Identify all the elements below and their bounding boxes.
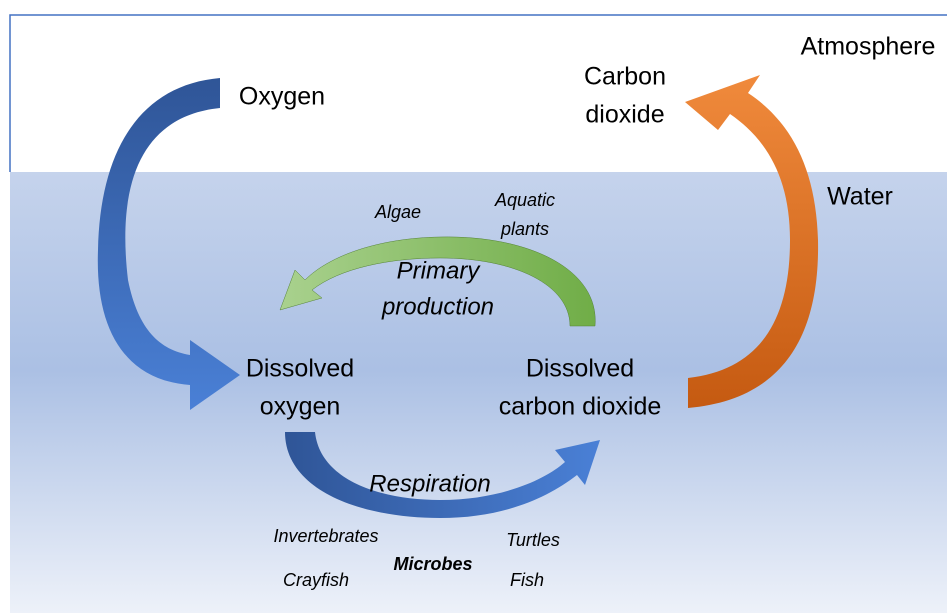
region-label: Atmosphere bbox=[801, 33, 936, 61]
co2-arrow bbox=[685, 75, 819, 408]
node-label: Carbon bbox=[584, 63, 666, 91]
node-label: carbon dioxide bbox=[499, 393, 662, 421]
process-label: Respiration bbox=[369, 470, 490, 497]
organism-label: Invertebrates bbox=[273, 526, 378, 546]
respiration-arrow bbox=[285, 432, 600, 518]
node-label: Dissolved bbox=[246, 355, 354, 383]
oxygen-arrow bbox=[97, 78, 240, 410]
atmosphere-border bbox=[9, 14, 947, 172]
node-label: Dissolved bbox=[526, 355, 634, 383]
organism-label: plants bbox=[500, 219, 549, 239]
organism-label: Microbes bbox=[393, 554, 472, 574]
node-label: oxygen bbox=[260, 393, 341, 421]
organism-label: Aquatic bbox=[494, 190, 555, 210]
organism-label: Turtles bbox=[506, 530, 560, 550]
process-label: Primary bbox=[397, 257, 482, 284]
organism-label: Algae bbox=[374, 202, 421, 222]
organism-label: Crayfish bbox=[283, 570, 349, 590]
node-label: Oxygen bbox=[239, 83, 325, 111]
region-label: Water bbox=[827, 183, 893, 211]
production-arrow bbox=[279, 236, 596, 327]
organism-label: Fish bbox=[510, 570, 544, 590]
process-label: production bbox=[381, 293, 494, 320]
node-label: dioxide bbox=[585, 101, 664, 129]
